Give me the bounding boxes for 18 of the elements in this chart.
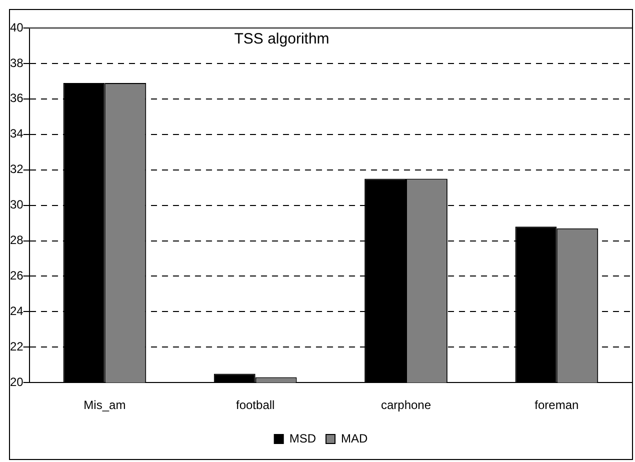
y-tick-label: 30 [10, 198, 24, 212]
y-tick-label: 24 [10, 304, 24, 318]
legend-label: MAD [341, 431, 368, 446]
chart-title: TSS algorithm [234, 30, 330, 48]
y-tick-label: 34 [10, 126, 24, 141]
y-tick-label: 36 [10, 91, 24, 106]
legend-label: MSD [289, 431, 316, 446]
y-tick-label: 32 [10, 162, 24, 176]
y-tick-label: 28 [10, 233, 24, 248]
x-tick-label: foreman [534, 398, 579, 412]
y-tick-label: 26 [10, 268, 24, 283]
y-tick-label: 22 [10, 339, 24, 354]
y-tick-label: 20 [10, 374, 24, 389]
x-tick-label: carphone [380, 398, 432, 412]
y-tick-label: 38 [10, 56, 24, 70]
y-tick-label: 40 [10, 20, 24, 34]
x-tick-label: Mis_am [84, 398, 126, 412]
x-tick-label: football [236, 398, 275, 412]
